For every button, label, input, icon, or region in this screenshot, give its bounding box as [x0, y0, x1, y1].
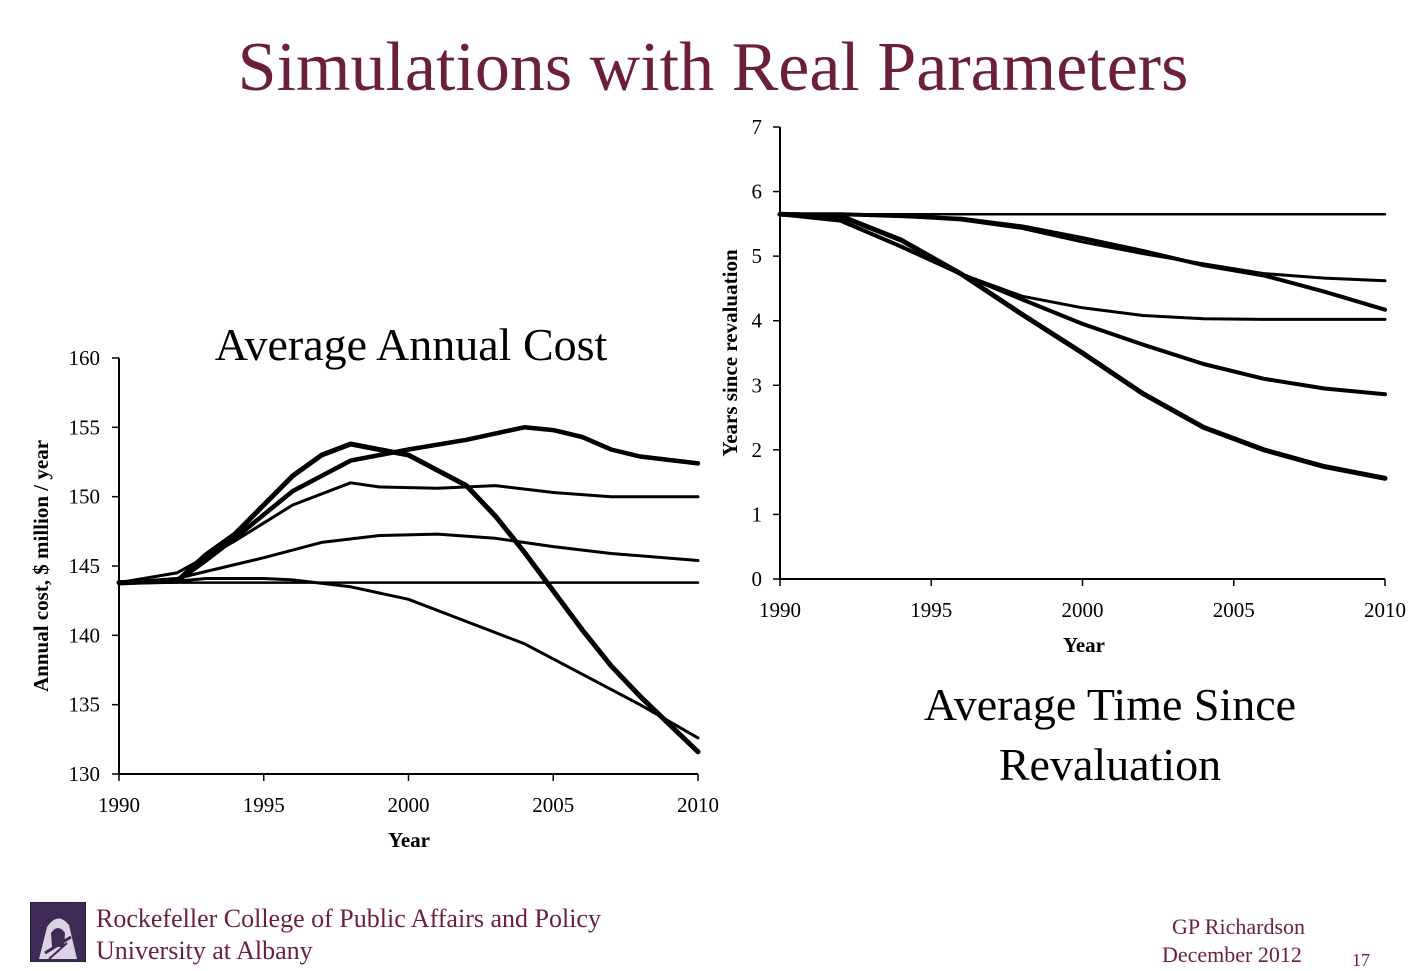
- x-tick-label: 2005: [532, 793, 574, 817]
- series-line-2: [778, 212, 1387, 283]
- x-tick-label: 2000: [388, 793, 430, 817]
- series-line-4: [117, 481, 700, 585]
- chart-title: Average Annual Cost: [215, 319, 608, 370]
- y-tick-label: 2: [752, 438, 763, 462]
- x-tick-label: 1995: [910, 598, 952, 622]
- presentation-date: December 2012: [1162, 942, 1302, 967]
- y-tick-label: 1: [752, 502, 763, 526]
- x-tick-label: 2000: [1062, 598, 1104, 622]
- footer: Rockefeller College of Public Affairs an…: [30, 898, 710, 965]
- y-tick-label: 6: [752, 180, 763, 204]
- chart-title-line: Average Time Since: [924, 679, 1296, 730]
- y-tick-label: 140: [69, 623, 101, 647]
- y-tick-label: 155: [69, 415, 101, 439]
- chart-title-line: Average Annual Cost: [215, 319, 608, 370]
- y-tick-label: 145: [69, 554, 101, 578]
- chart-average-time-since-revaluation: 0 1 2 3 4 5 6 7 1990 1995 2000 2005 2010 Year Years si…: [718, 115, 1406, 790]
- y-tick-label: 4: [752, 309, 763, 333]
- y-tick-label: 160: [69, 346, 101, 370]
- y-tick-label: 3: [752, 373, 763, 397]
- series-line-2: [117, 577, 700, 740]
- page-number: 17: [1352, 950, 1370, 970]
- y-tick-label: 150: [69, 485, 101, 509]
- x-tick-label: 2005: [1213, 598, 1255, 622]
- y-tick-label: 7: [752, 115, 763, 139]
- y-axis-title: Years since revaluation: [718, 249, 742, 457]
- x-tick-label: 2010: [677, 793, 719, 817]
- series-line-5: [778, 212, 1387, 397]
- series-line-5: [116, 425, 701, 585]
- y-tick-label: 135: [69, 693, 101, 717]
- y-tick-label: 0: [752, 567, 763, 591]
- x-tick-label: 1990: [759, 598, 801, 622]
- org-name: Rockefeller College of Public Affairs an…: [96, 904, 601, 933]
- x-tick-label: 2010: [1364, 598, 1406, 622]
- x-axis-title: Year: [1063, 633, 1105, 657]
- x-tick-label: 1990: [98, 793, 140, 817]
- chart-average-annual-cost: 130 135 140 145 150 155 160 1990 1995 2000 2005 201…: [29, 319, 719, 852]
- y-axis-title: Annual cost, $ million / year: [29, 440, 53, 692]
- series-line-6: [777, 211, 1388, 481]
- slide-title: Simulations with Real Parameters: [237, 29, 1189, 106]
- author-name: GP Richardson: [1172, 914, 1306, 939]
- college-logo-icon: [30, 902, 86, 962]
- y-tick-label: 5: [752, 244, 763, 268]
- series-line-6: [116, 441, 701, 755]
- university-name: University at Albany: [96, 936, 313, 965]
- y-tick-label: 130: [69, 762, 101, 786]
- x-tick-label: 1995: [243, 793, 285, 817]
- chart-title-line: Revaluation: [999, 739, 1221, 790]
- x-axis-title: Year: [388, 828, 430, 852]
- series-line-3: [117, 532, 700, 585]
- chart-title: Average Time Since Revaluation: [924, 679, 1296, 790]
- series-line-3: [778, 212, 1387, 312]
